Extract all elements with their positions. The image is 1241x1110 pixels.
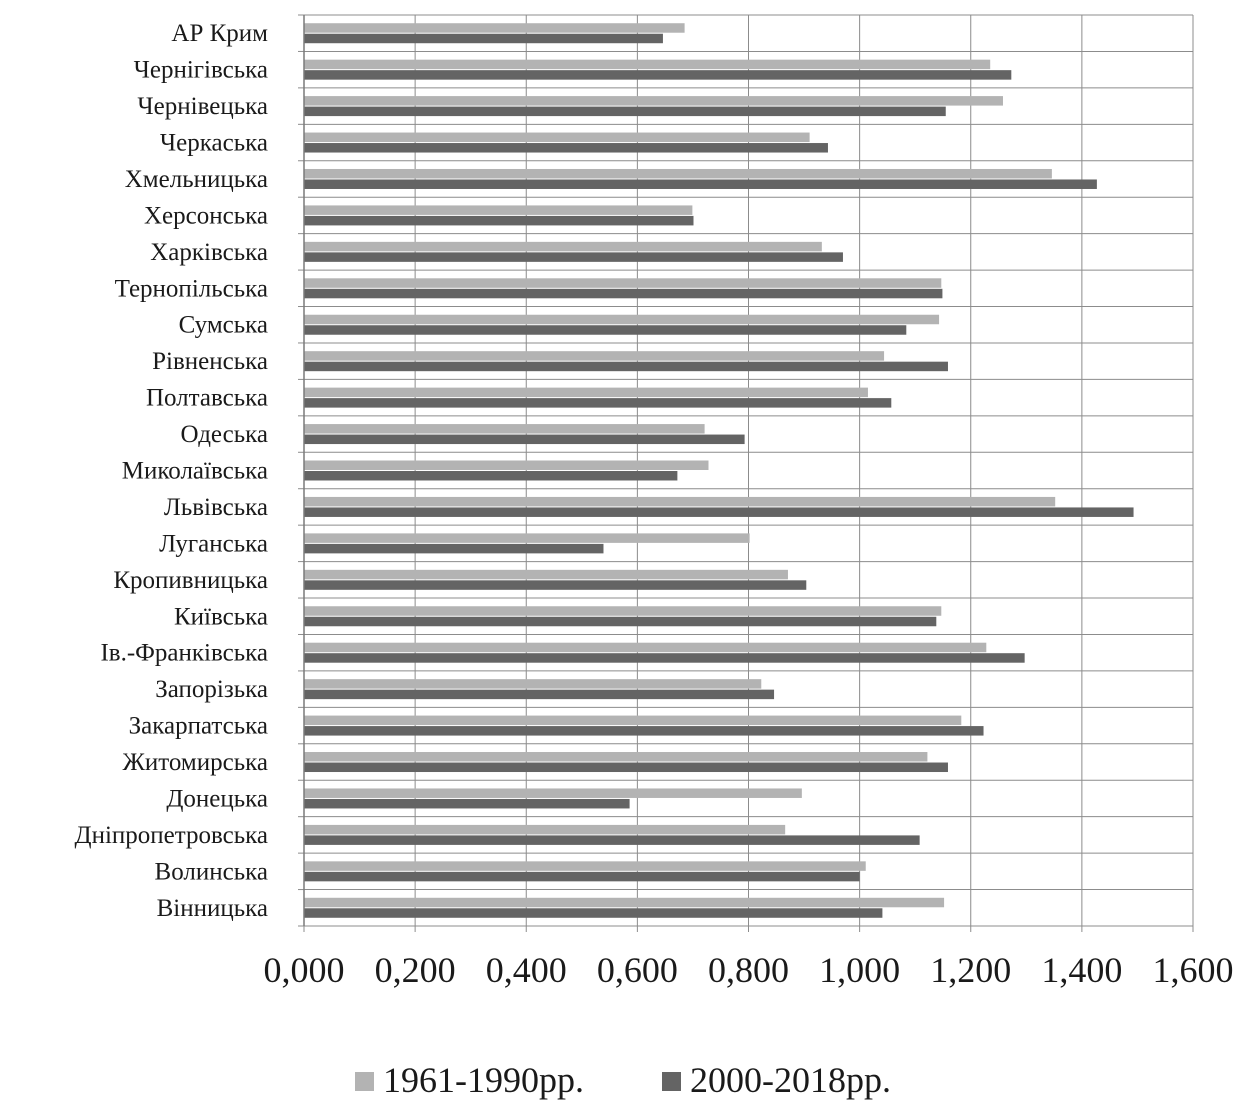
category-labels: АР Крим Чернігівська Чернівецька Черкаська Х… <box>75 20 269 922</box>
bar-series-2 <box>304 398 892 408</box>
x-tick-label: 1,600 <box>1153 950 1234 990</box>
bar-series-2 <box>304 653 1025 663</box>
bar-series-2 <box>304 835 920 845</box>
category-label: Київська <box>174 603 268 630</box>
x-tick-label: 1,400 <box>1041 950 1122 990</box>
category-label: Херсонська <box>144 202 268 229</box>
x-tick-labels: 0,000 0,200 0,400 0,600 0,800 1,000 1,200 1,400… <box>264 950 1234 990</box>
bar-series-1 <box>304 351 885 361</box>
legend-label: 1961-1990рр. <box>383 1060 584 1100</box>
bar-series-1 <box>304 642 987 653</box>
bar-series-1 <box>304 788 802 798</box>
category-label: Запорізька <box>155 676 268 703</box>
bar-series-1 <box>304 23 685 33</box>
bar-series-2 <box>304 215 694 226</box>
category-label: Кропивницька <box>113 567 268 594</box>
bar-series-2 <box>304 871 860 882</box>
bar-series-1 <box>304 824 786 835</box>
x-tick-label: 1,000 <box>819 950 900 990</box>
category-label: Харківська <box>150 239 268 266</box>
bar-series-1 <box>304 132 810 143</box>
bar-series-2 <box>304 908 883 918</box>
category-label: Чернівецька <box>137 93 268 120</box>
bar-series-2 <box>304 179 1097 189</box>
bar-series-2 <box>304 580 807 590</box>
category-label: Рівненська <box>152 348 268 375</box>
bar-series-2 <box>304 143 828 153</box>
bar-series-1 <box>304 205 693 215</box>
category-label: Одеська <box>180 421 268 448</box>
bar-series-2 <box>304 70 1012 80</box>
bar-series-1 <box>304 278 942 288</box>
bar-series-1 <box>304 168 1052 179</box>
bar-series-2 <box>304 616 937 627</box>
category-label: Хмельницька <box>125 166 268 193</box>
category-label: Волинська <box>155 858 268 885</box>
legend: 1961-1990рр. 2000-2018рр. <box>355 1060 891 1100</box>
x-tick-label: 0,800 <box>708 950 789 990</box>
bar-series-1 <box>304 569 788 580</box>
bar-series-2 <box>304 325 907 335</box>
category-label: Тернопільська <box>115 275 268 302</box>
category-label: Сумська <box>179 312 268 339</box>
bar-series-1 <box>304 861 866 871</box>
bar-series-2 <box>304 33 663 44</box>
bar-series-1 <box>304 460 709 470</box>
category-label: Дніпропетровська <box>75 822 268 849</box>
bar-series-2 <box>304 106 946 117</box>
bar-series-1 <box>304 59 991 70</box>
x-tick-label: 0,600 <box>597 950 678 990</box>
bar-series-2 <box>304 762 948 773</box>
legend-swatch <box>355 1072 374 1091</box>
category-label: Ів.-Франківська <box>100 640 268 667</box>
bar-series-1 <box>304 679 762 689</box>
category-label: Вінницька <box>157 895 268 922</box>
legend-label: 2000-2018рр. <box>690 1060 891 1100</box>
category-label: Закарпатська <box>129 713 268 740</box>
bar-series-2 <box>304 252 843 262</box>
bar-series-1 <box>304 241 822 252</box>
bar-series-1 <box>304 752 928 762</box>
bar-series-1 <box>304 533 750 543</box>
category-label: Житомирська <box>123 749 268 776</box>
bar-series-2 <box>304 361 948 372</box>
category-label: Луганська <box>159 530 268 557</box>
bar-series-1 <box>304 897 945 908</box>
legend-swatch <box>662 1072 681 1091</box>
bars <box>304 23 1134 918</box>
category-label: Чернігівська <box>134 57 268 84</box>
category-label: Донецька <box>166 785 268 812</box>
bar-series-2 <box>304 471 678 481</box>
bar-series-1 <box>304 424 705 434</box>
x-tick-label: 0,200 <box>375 950 456 990</box>
bar-series-1 <box>304 715 962 726</box>
bar-series-2 <box>304 726 984 736</box>
category-label: Черкаська <box>160 130 268 157</box>
bar-series-1 <box>304 387 868 398</box>
bar-series-1 <box>304 496 1056 507</box>
x-tick-label: 0,400 <box>486 950 567 990</box>
bar-series-2 <box>304 689 775 700</box>
bar-series-1 <box>304 606 942 616</box>
category-label: АР Крим <box>171 20 268 47</box>
axes <box>298 14 1194 932</box>
grid-lines <box>303 14 1194 927</box>
bar-series-2 <box>304 507 1134 517</box>
bar-series-2 <box>304 798 630 809</box>
x-tick-label: 1,200 <box>930 950 1011 990</box>
bar-series-2 <box>304 434 745 445</box>
category-label: Миколаївська <box>122 458 268 485</box>
category-label: Полтавська <box>146 385 268 412</box>
bar-series-2 <box>304 543 604 554</box>
x-tick-label: 0,000 <box>264 950 345 990</box>
bar-series-1 <box>304 96 1003 106</box>
category-label: Львівська <box>164 494 268 521</box>
bar-series-1 <box>304 314 940 325</box>
bar-series-2 <box>304 288 943 299</box>
